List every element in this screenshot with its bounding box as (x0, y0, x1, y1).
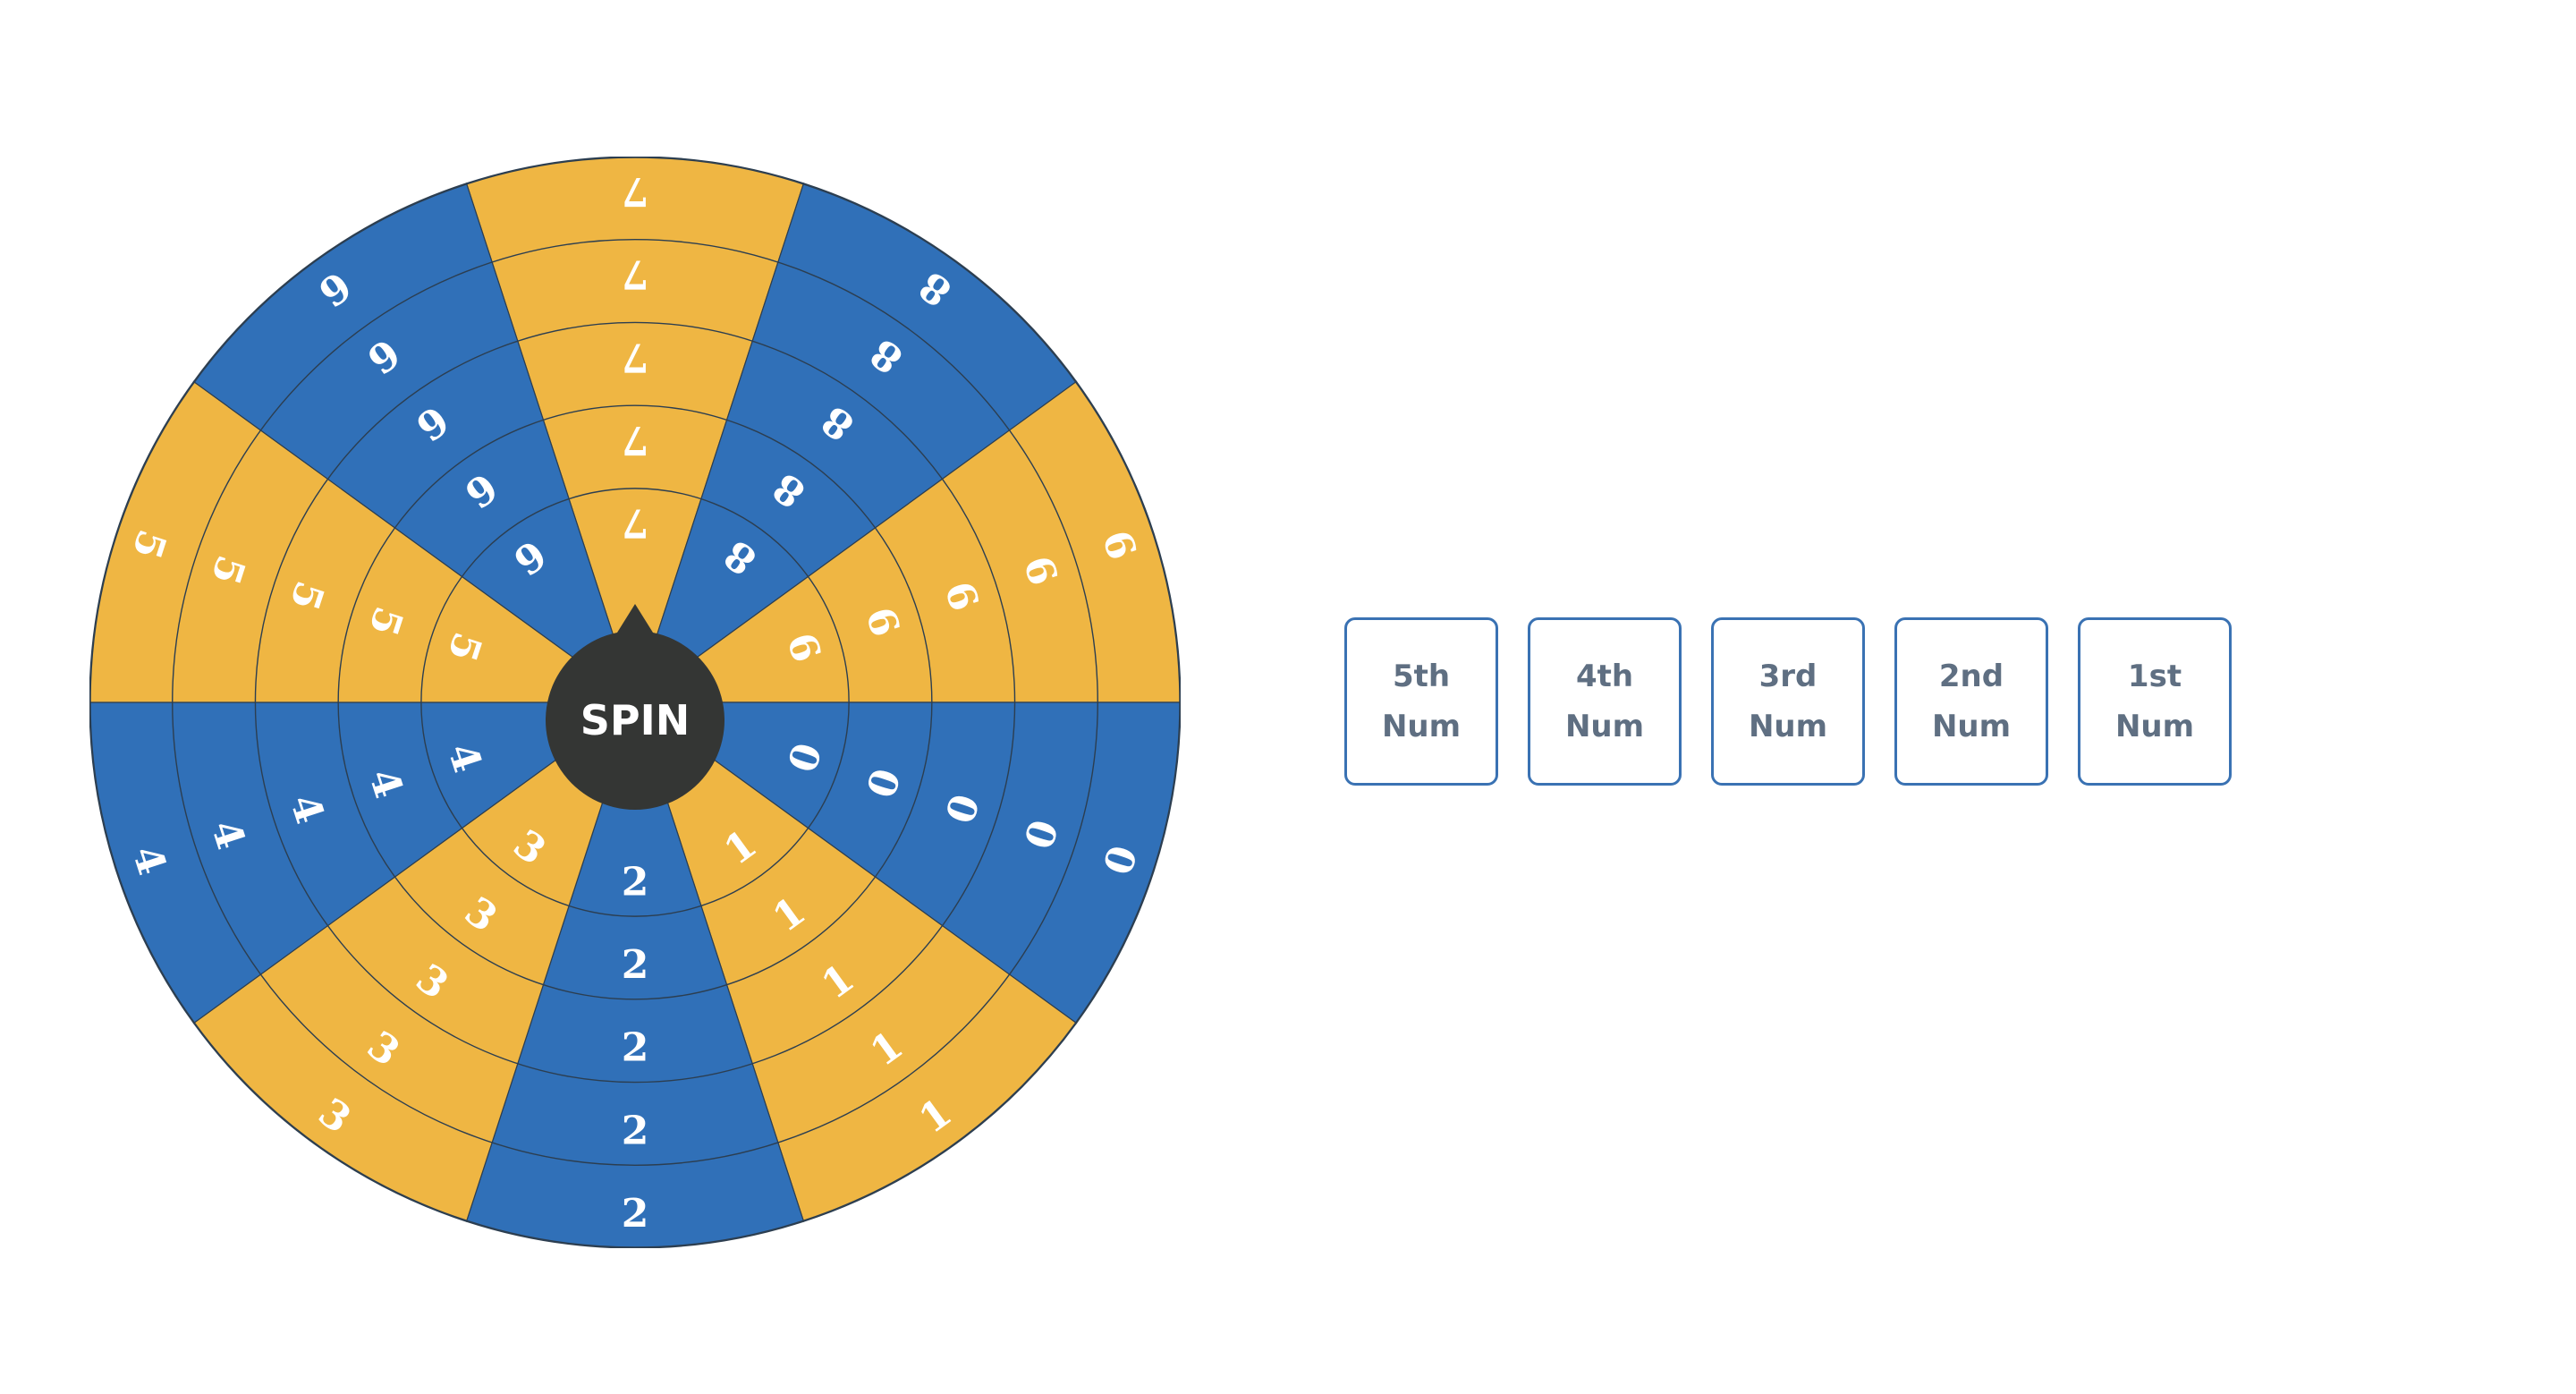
slot-label-line1: 1st (2127, 659, 2182, 694)
wheel-graphic: 7777788888999990000011111222223333344444… (89, 157, 1181, 1248)
slot-label-line1: 3rd (1758, 659, 1818, 694)
slot-5th-num: 5th Num (1344, 617, 1498, 786)
slot-label-line2: Num (2114, 709, 2195, 744)
wheel-sector-4 (89, 701, 637, 1024)
wheel-digit: 2 (622, 1108, 649, 1153)
spin-pointer-icon (546, 604, 724, 810)
wheel-digit: 7 (622, 500, 649, 546)
wheel-digit: 2 (622, 859, 649, 905)
wheel-sector-6 (192, 183, 637, 704)
slot-label-line2: Num (1564, 709, 1645, 744)
wheel-sector-9 (633, 380, 1181, 703)
wheel-ring (337, 404, 933, 1000)
wheel-sector-3 (192, 701, 637, 1222)
slot-label-line2: Num (1381, 709, 1462, 744)
wheel-ring (89, 157, 1181, 1248)
wheel-digit: 7 (622, 168, 649, 214)
wheel-digit: 2 (622, 1025, 649, 1071)
slot-label-line1: 4th (1575, 659, 1634, 694)
wheel-ring (172, 239, 1098, 1166)
slot-1st-num: 1st Num (2078, 617, 2232, 786)
slot-label-line1: 2nd (1938, 659, 2004, 694)
wheel-sector-0 (633, 701, 1181, 1024)
wheel-digit: 2 (622, 1191, 649, 1237)
wheel-ring (420, 488, 850, 917)
slot-4th-num: 4th Num (1528, 617, 1682, 786)
wheel-sector-2 (465, 701, 805, 1248)
wheel-digit: 7 (622, 334, 649, 379)
slot-label-line2: Num (1748, 709, 1828, 744)
slot-2nd-num: 2nd Num (1894, 617, 2048, 786)
wheel-sector-8 (633, 183, 1078, 704)
slot-label-line2: Num (1931, 709, 2012, 744)
wheel-digit: 7 (622, 251, 649, 297)
wheel-ring (254, 321, 1016, 1084)
wheel-sector-1 (633, 701, 1078, 1222)
wheel-digit: 7 (622, 417, 649, 463)
slot-label-line1: 5th (1392, 659, 1451, 694)
number-slots: 5th Num 4th Num 3rd Num 2nd Num 1st Num (1344, 617, 2232, 786)
wheel-sector-5 (89, 380, 637, 703)
wheel-sector-7 (465, 157, 805, 704)
slot-3rd-num: 3rd Num (1711, 617, 1865, 786)
spin-button[interactable]: SPIN (546, 595, 724, 810)
wheel-digit: 2 (622, 942, 649, 988)
